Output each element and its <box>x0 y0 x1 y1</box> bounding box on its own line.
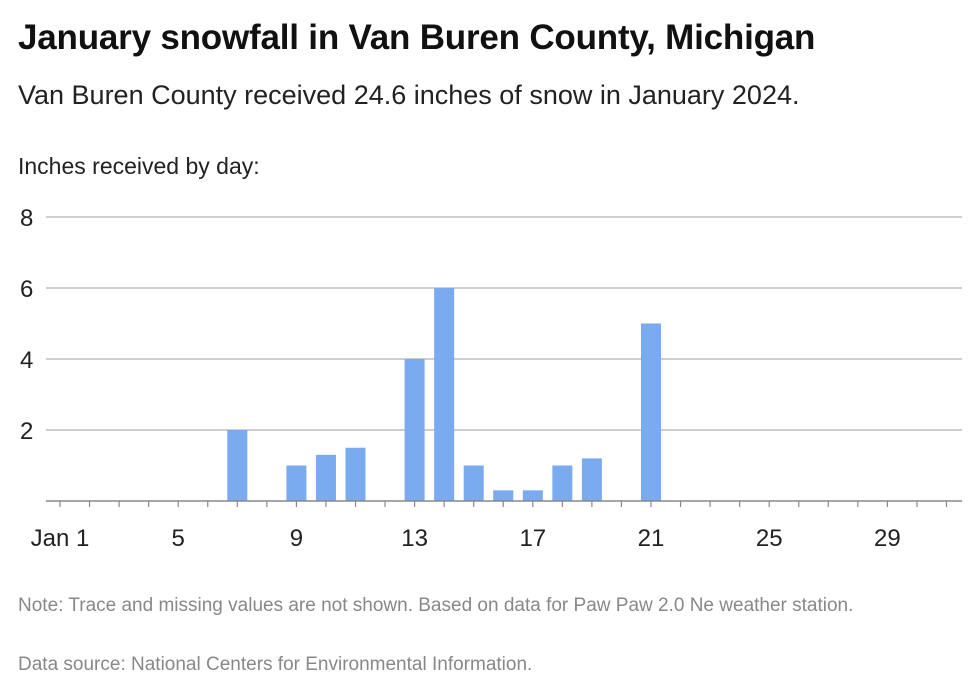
y-tick-label: 2 <box>20 418 33 445</box>
x-tick-label: 17 <box>519 525 546 552</box>
x-tick-label: 13 <box>401 525 428 552</box>
x-tick-label: 29 <box>874 525 901 552</box>
bar-day-18 <box>552 465 573 501</box>
gridlines <box>46 216 962 431</box>
bars <box>227 288 661 501</box>
bar-chart: 2 4 6 8 Jan 1 5 9 13 17 21 25 29 <box>20 205 962 552</box>
x-axis <box>46 500 962 507</box>
x-tick-label: 25 <box>756 525 783 552</box>
bar-day-17 <box>522 490 543 501</box>
x-tick-label: 5 <box>172 525 185 552</box>
chart-subtitle: Van Buren County received 24.6 inches of… <box>18 80 800 110</box>
chart-title: January snowfall in Van Buren County, Mi… <box>18 18 816 57</box>
bar-day-14 <box>434 288 455 501</box>
x-tick-label: Jan 1 <box>31 525 90 552</box>
bar-day-21 <box>641 323 661 501</box>
y-tick-label: 8 <box>20 205 33 232</box>
y-tick-label: 6 <box>20 276 33 303</box>
bar-day-11 <box>345 447 366 501</box>
bar-day-19 <box>581 458 602 501</box>
x-tick-label: 21 <box>638 525 665 552</box>
chart-note: Note: Trace and missing values are not s… <box>18 595 854 616</box>
data-source: Data source: National Centers for Enviro… <box>18 654 533 675</box>
bar-day-9 <box>286 465 307 501</box>
y-axis-label: Inches received by day: <box>18 153 260 179</box>
x-tick-label: 9 <box>290 525 303 552</box>
bar-day-7 <box>227 430 248 501</box>
bar-day-15 <box>463 465 484 501</box>
y-axis-ticks: 2 4 6 8 <box>20 205 33 445</box>
y-tick-label: 4 <box>20 347 33 374</box>
bar-day-10 <box>315 454 336 501</box>
bar-day-16 <box>493 490 514 501</box>
bar-day-13 <box>404 359 425 501</box>
x-axis-ticks: Jan 1 5 9 13 17 21 25 29 <box>31 525 901 552</box>
